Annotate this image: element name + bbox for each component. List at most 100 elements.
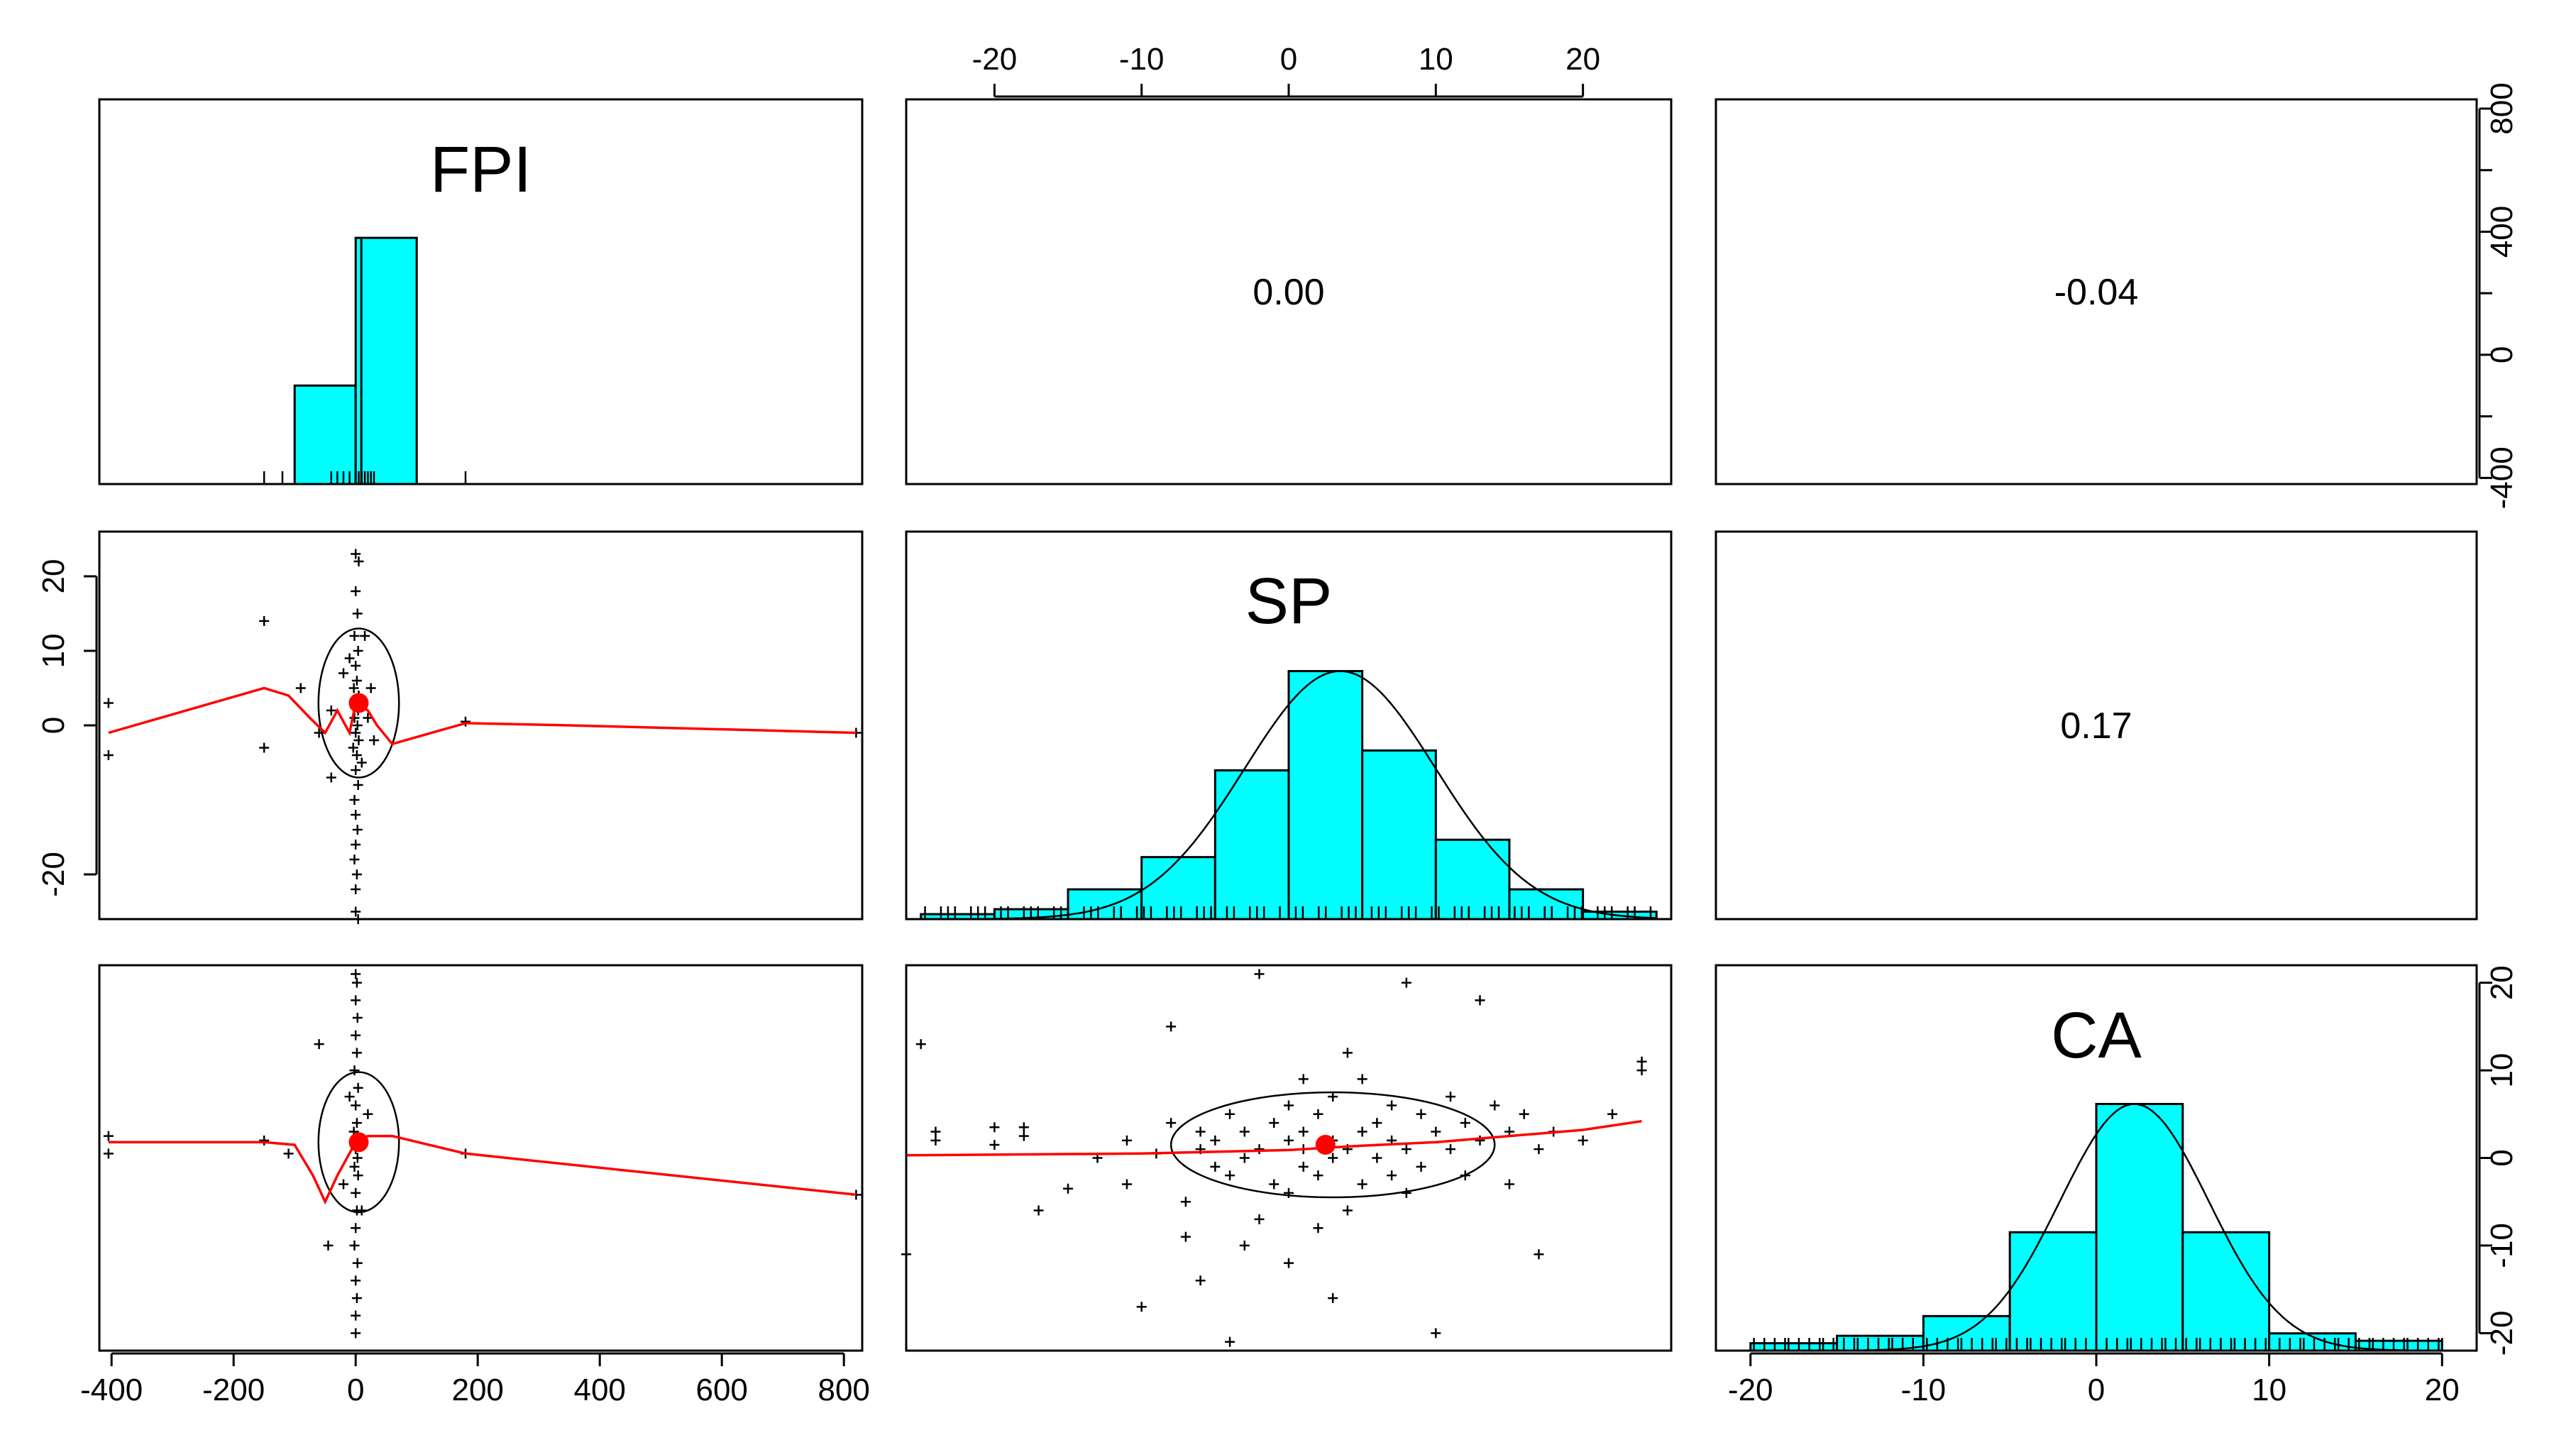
data-point [1636,1065,1647,1076]
hist-bar [2095,1102,2184,1352]
tick-label: 600 [695,1373,747,1407]
data-point [1313,1170,1323,1181]
data-point [1269,1179,1279,1190]
data-point [353,646,363,656]
data-point [351,1328,361,1339]
data-point [1254,969,1265,979]
hist-bar [1287,670,1364,921]
data-point [1033,1205,1044,1216]
data-point [338,1179,348,1190]
loess-smoother [108,686,857,746]
tick-label: 800 [2484,82,2519,134]
data-point [351,977,362,988]
data-point [351,969,361,979]
data-point [461,716,470,727]
data-point [351,765,361,775]
data-point [1121,1179,1132,1190]
panel-frame-fpi-ca [1714,98,2478,485]
data-point [351,661,361,671]
panel-frame-ca-ca [1714,964,2478,1352]
tick-label: 10 [1419,42,1453,77]
data-point [351,1100,361,1111]
data-point [349,1065,360,1076]
histogram-fpi [293,236,418,485]
data-point [1210,1135,1221,1146]
data-point [349,795,360,805]
data-point [1284,1187,1294,1198]
data-point [259,742,270,753]
data-point [1239,1126,1250,1137]
data-point [930,1126,941,1137]
data-point [1298,1074,1309,1084]
data-point [1636,1056,1647,1067]
data-point [1416,1161,1426,1172]
data-ellipse [1169,1091,1496,1199]
data-point [349,1240,360,1251]
data-point [1416,1109,1426,1119]
data-point [351,1223,361,1234]
loess-smoother [108,1134,857,1205]
tick-label: 0 [2484,1149,2519,1166]
panel-frame-fpi-sp [905,98,1673,485]
data-point [259,1135,270,1146]
data-point [353,556,364,566]
data-point [1534,1144,1544,1155]
data-point [1239,1153,1250,1163]
tick-label: -400 [2484,446,2519,509]
hist-bar [1434,838,1511,921]
data-point [351,1292,362,1303]
data-point [353,1082,363,1093]
data-point [1166,1021,1177,1032]
data-point [348,742,358,753]
data-point [283,1148,294,1159]
data-point [1254,1144,1265,1155]
data-ellipse [317,1071,400,1214]
hist-bar [1213,769,1290,921]
data-point [1313,1109,1323,1119]
data-point [1490,1100,1500,1111]
y-axis-right-fpi: -400 0 400 800 [2478,82,2519,509]
minor-ticks-right-fpi [2479,169,2492,418]
data-point [351,1030,361,1040]
data-point [1431,1126,1441,1137]
hist-bar [2008,1231,2098,1352]
centroid-point [348,1132,369,1153]
data-point [1504,1179,1514,1190]
histogram-ca [1749,1102,2443,1352]
tick-label: -20 [972,42,1018,77]
data-point [360,631,370,641]
tick-label: 0 [2484,346,2519,363]
data-point [103,1148,114,1159]
data-point [351,869,362,879]
tick-label: 20 [36,559,71,594]
data-point [1372,1153,1382,1163]
tick-label: 0 [2088,1373,2105,1407]
data-point [1401,977,1411,988]
density-curve [920,670,1657,921]
data-point [352,1153,363,1163]
tick-label: -20 [36,852,71,897]
tick-label: 400 [573,1373,625,1407]
data-point [351,549,361,559]
data-point [1357,1074,1367,1084]
tick-label: -400 [80,1373,143,1407]
tick-label: 800 [818,1373,869,1407]
data-point [1328,1292,1338,1303]
data-point [930,1135,941,1146]
loess-smoother [906,1119,1642,1157]
data-point [351,1187,361,1198]
hist-bar [2181,1231,2271,1352]
data-point [351,810,361,820]
data-point [326,705,336,715]
tick-label: 400 [2484,206,2519,258]
scatter-fpi-ca [103,969,862,1339]
tick-label: 0 [1280,42,1297,77]
data-point [1357,1179,1367,1190]
data-point [1284,1258,1294,1268]
data-point [1313,1223,1323,1234]
data-point [351,1048,362,1058]
data-point [351,676,362,686]
hist-bar [293,384,357,485]
data-point [353,735,364,745]
